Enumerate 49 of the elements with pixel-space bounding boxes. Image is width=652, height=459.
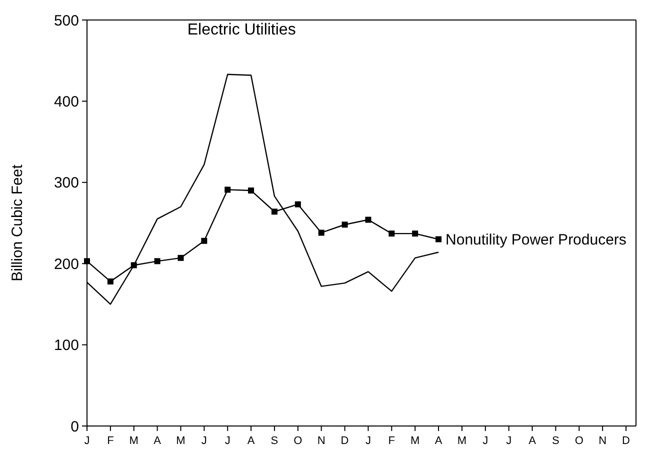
series-label: Nonutility Power Producers: [446, 231, 626, 248]
x-tick-label: S: [270, 435, 278, 447]
point: [271, 208, 278, 215]
point: [224, 186, 231, 193]
x-tick-label: J: [201, 435, 207, 447]
x-tick-label: A: [247, 435, 256, 447]
text: Electric Utilities: [187, 21, 296, 38]
x-tick-label: M: [410, 435, 420, 447]
point: [318, 230, 324, 236]
x-tick-label: D: [622, 435, 630, 447]
x-tick-label: F: [107, 435, 114, 447]
x-tick-label: J: [482, 435, 488, 447]
point: [154, 258, 160, 264]
x-tick-label: J: [365, 435, 371, 447]
y-axis-title: Billion Cubic Feet: [9, 164, 26, 282]
y-tick-label: 300: [54, 174, 79, 192]
x-tick-label: J: [506, 435, 512, 447]
x-tick-label: N: [317, 435, 326, 447]
x-tick-label: M: [176, 435, 186, 447]
x-tick-label: A: [528, 435, 537, 447]
y-tick-label: 100: [54, 337, 79, 354]
x-tick-label: O: [574, 435, 584, 447]
point: [130, 262, 137, 268]
x-tick-label: M: [457, 435, 467, 447]
x-tick-label: D: [340, 435, 349, 447]
x-tick-label: J: [224, 435, 230, 447]
point: [436, 236, 442, 242]
x-tick-label: M: [129, 435, 138, 447]
point: [107, 278, 114, 284]
point: [365, 216, 372, 223]
x-tick-label: A: [154, 435, 162, 447]
point: [388, 230, 395, 237]
y-tick-label: 400: [54, 93, 79, 110]
y-tick-label: 200: [54, 256, 79, 273]
y-tick-label: 0: [70, 418, 79, 436]
point: [248, 188, 254, 194]
x-tick-label: A: [434, 435, 443, 447]
point: [84, 258, 90, 264]
point: [412, 230, 418, 237]
x-tick-label: S: [552, 435, 560, 447]
x-tick-label: O: [294, 435, 303, 447]
point: [342, 222, 348, 228]
point: [294, 201, 301, 208]
x-tick-label: N: [598, 435, 607, 447]
x-tick-label: F: [388, 435, 396, 447]
point: [201, 238, 208, 244]
y-tick-label: 500: [54, 12, 79, 30]
x-tick-label: J: [84, 435, 90, 447]
point: [178, 254, 184, 261]
